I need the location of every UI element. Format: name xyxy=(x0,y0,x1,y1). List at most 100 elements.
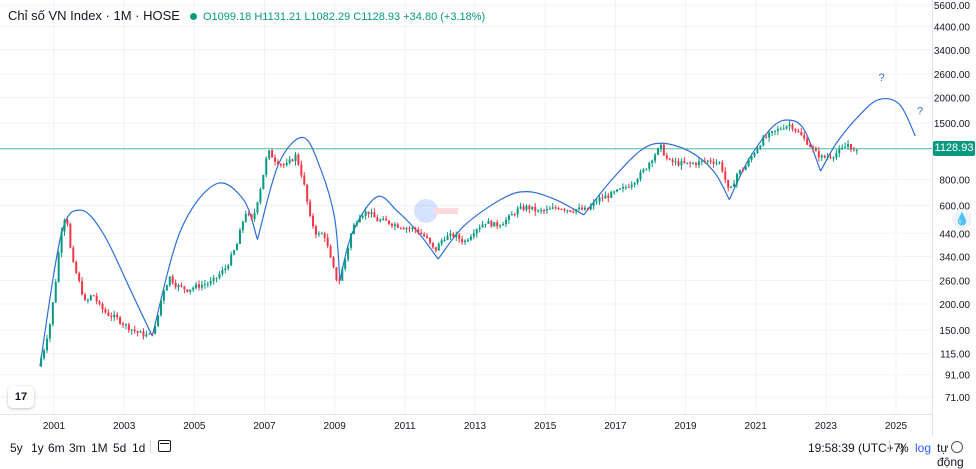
candle-body xyxy=(89,295,92,300)
candle-body xyxy=(703,160,706,162)
candle-body xyxy=(431,242,434,248)
candle-body xyxy=(838,148,841,154)
timeframe-1d[interactable]: 1d xyxy=(132,441,146,455)
log-toggle[interactable]: log xyxy=(915,441,932,455)
candle-body xyxy=(537,210,540,212)
candle-body xyxy=(385,218,388,221)
candle-body xyxy=(341,268,344,281)
candle-body xyxy=(671,159,674,163)
candle-body xyxy=(110,315,113,318)
percent-toggle[interactable]: % xyxy=(898,441,909,455)
candle-body xyxy=(414,227,417,230)
candle-body xyxy=(238,230,241,244)
candle-body xyxy=(294,154,297,162)
y-tick-label: 3400.00 xyxy=(934,46,971,57)
x-tick-label: 2023 xyxy=(815,421,838,432)
candle-body xyxy=(642,169,645,172)
candle-body xyxy=(312,215,315,227)
x-tick-label: 2017 xyxy=(604,421,627,432)
candle-body xyxy=(86,299,89,301)
y-tick-label: 200.00 xyxy=(939,300,970,311)
clock[interactable]: 19:58:39 (UTC+7) xyxy=(808,441,905,455)
candle-body xyxy=(756,148,759,154)
candle-body xyxy=(689,162,692,164)
candle-body xyxy=(107,312,110,316)
candle-body xyxy=(601,197,604,199)
candle-body xyxy=(607,195,610,198)
gear-icon[interactable] xyxy=(951,441,963,453)
candle-body xyxy=(352,224,355,234)
x-tick-label: 2005 xyxy=(183,421,206,432)
candle-body xyxy=(428,237,431,243)
candle-body xyxy=(189,289,192,292)
arc-line xyxy=(820,98,916,172)
candle-body xyxy=(624,186,627,188)
candle-body xyxy=(548,208,551,210)
annotation-label: ? xyxy=(917,106,923,118)
candle-body xyxy=(426,236,429,238)
calendar-icon[interactable] xyxy=(158,440,171,452)
candle-body xyxy=(171,276,174,283)
timeframe-3m[interactable]: 3m xyxy=(69,441,86,455)
candle-body xyxy=(616,189,619,192)
candle-body xyxy=(443,239,446,241)
candle-body xyxy=(358,217,361,223)
candle-body xyxy=(48,324,51,339)
candle-body xyxy=(478,227,481,230)
timeframe-5d[interactable]: 5d xyxy=(113,441,127,455)
candle-body xyxy=(525,205,528,210)
tradingview-logo-icon[interactable]: 17 xyxy=(8,386,34,408)
candle-body xyxy=(81,281,84,295)
candle-body xyxy=(730,186,733,188)
candle-body xyxy=(493,222,496,227)
candle-body xyxy=(314,226,317,235)
drop-icon[interactable]: 💧 xyxy=(952,209,972,229)
timeframe-1M[interactable]: 1M xyxy=(91,441,108,455)
candle-body xyxy=(136,331,139,333)
candle-body xyxy=(160,300,163,316)
candle-body xyxy=(244,213,247,222)
candle-body xyxy=(531,206,534,210)
candle-body xyxy=(344,259,347,269)
candle-body xyxy=(332,257,335,268)
candle-body xyxy=(721,162,724,172)
timeframe-6m[interactable]: 6m xyxy=(48,441,65,455)
candle-body xyxy=(806,138,809,145)
candle-body xyxy=(700,160,703,162)
candle-body xyxy=(461,239,464,243)
candle-body xyxy=(662,144,665,156)
candle-body xyxy=(528,205,531,210)
price-chart[interactable]: 5600.00 4400.00 3400.00 2600.00 2000.00 1500.… xyxy=(0,0,976,436)
candle-body xyxy=(849,144,852,150)
candle-body xyxy=(262,174,265,190)
candle-body xyxy=(45,338,48,351)
candle-body xyxy=(198,284,201,288)
symbol-title[interactable]: Chỉ số VN Index · 1M · HOSE xyxy=(8,8,180,23)
candle-body xyxy=(633,182,636,185)
candle-body xyxy=(855,150,858,152)
candle-body xyxy=(744,166,747,171)
timeframe-1y[interactable]: 1y xyxy=(31,441,44,455)
candle-body xyxy=(297,154,300,165)
candle-body xyxy=(800,131,803,136)
candle-body xyxy=(192,287,195,290)
x-tick-label: 2025 xyxy=(885,421,908,432)
candle-body xyxy=(697,161,700,165)
candle-body xyxy=(847,144,850,147)
candle-body xyxy=(510,214,513,216)
candle-body xyxy=(560,209,563,211)
candle-body xyxy=(370,212,373,215)
candle-body xyxy=(791,124,794,130)
candle-body xyxy=(575,209,578,212)
candle-body xyxy=(43,350,46,359)
open-value: 1099.18 xyxy=(211,11,252,23)
candle-body xyxy=(522,206,525,210)
candle-body xyxy=(835,153,838,158)
candle-body xyxy=(420,232,423,235)
candle-body xyxy=(504,220,507,225)
y-tick-label: 260.00 xyxy=(939,277,970,288)
candle-body xyxy=(513,214,516,216)
x-tick-label: 2013 xyxy=(464,421,487,432)
timeframe-5y[interactable]: 5y xyxy=(10,441,23,455)
candle-body xyxy=(139,331,142,333)
